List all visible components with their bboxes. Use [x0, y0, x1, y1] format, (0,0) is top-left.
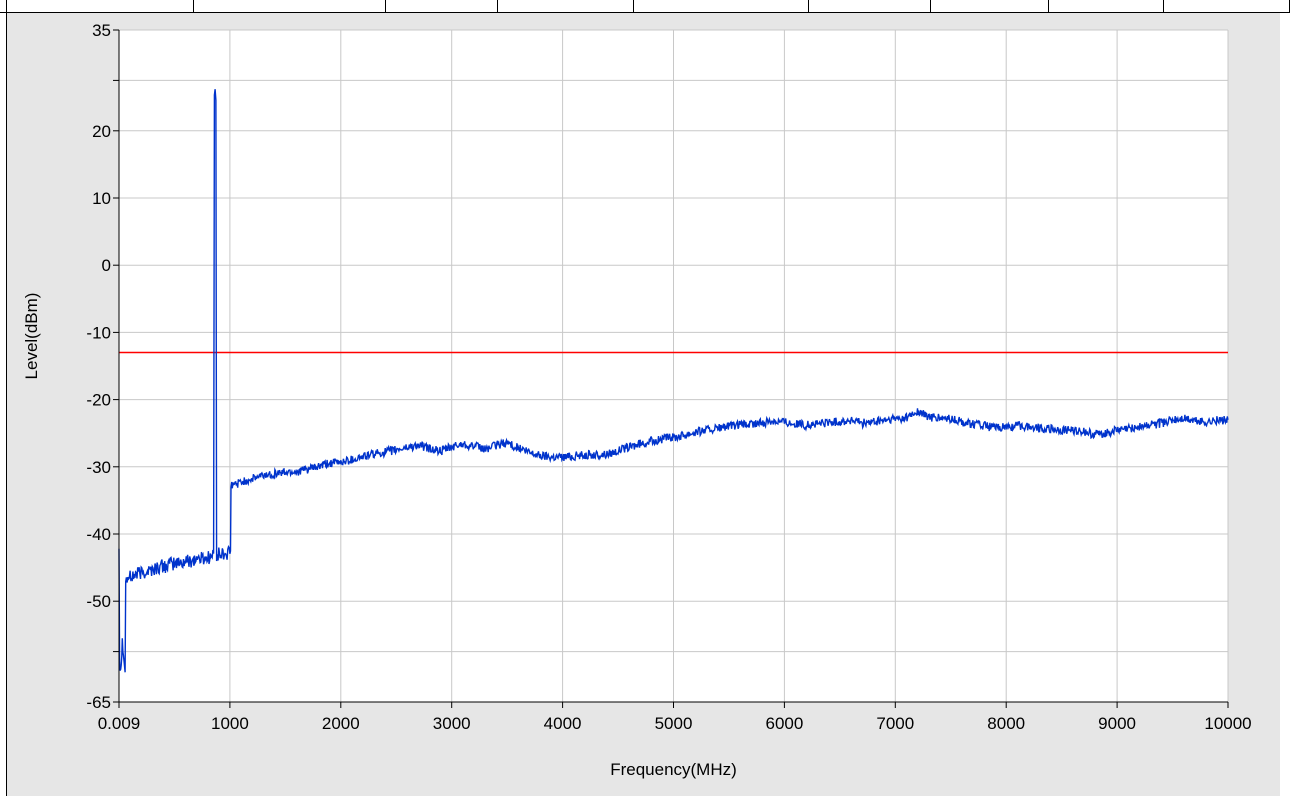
- x-axis-title: Frequency(MHz): [610, 760, 737, 779]
- y-tick-label: -10: [86, 323, 111, 342]
- x-tick-label: 2000: [322, 714, 360, 733]
- header-cell-divider: [1163, 0, 1164, 12]
- header-cell-divider: [6, 0, 7, 12]
- x-tick-label: 0.009: [98, 714, 141, 733]
- x-tick-label: 10000: [1204, 714, 1251, 733]
- x-tick-label: 6000: [765, 714, 803, 733]
- header-cell-divider: [497, 0, 498, 12]
- header-cell-divider: [633, 0, 634, 12]
- spectrum-trace: [118, 89, 1229, 673]
- y-tick-label: -50: [86, 592, 111, 611]
- header-cell-divider: [1048, 0, 1049, 12]
- x-tick-label: 7000: [876, 714, 914, 733]
- y-tick-label: -20: [86, 391, 111, 410]
- y-tick-label: -65: [86, 693, 111, 712]
- y-tick-label: -40: [86, 525, 111, 544]
- y-axis-title: Level(dBm): [22, 293, 41, 380]
- x-tick-label: 3000: [433, 714, 471, 733]
- x-tick-label: 5000: [655, 714, 693, 733]
- y-tick-label: 35: [92, 21, 111, 40]
- header-cell-divider: [930, 0, 931, 12]
- chart-panel: 0.009 1000 2000 3000 4000 5000 6000 7000 8000 900…: [6, 13, 1280, 796]
- y-tick-label: 0: [102, 256, 111, 275]
- x-tick-label: 4000: [544, 714, 582, 733]
- y-tick-label: -30: [86, 458, 111, 477]
- x-tick-label: 8000: [987, 714, 1025, 733]
- x-tick-label: 9000: [1098, 714, 1136, 733]
- y-tick-label: 10: [92, 189, 111, 208]
- header-cell-divider: [808, 0, 809, 12]
- spectrum-chart: 0.009 1000 2000 3000 4000 5000 6000 7000 8000 900…: [22, 21, 1252, 779]
- header-cell-divider: [385, 0, 386, 12]
- header-table-strip: [0, 0, 1290, 13]
- x-tick-label: 1000: [211, 714, 249, 733]
- y-tick-label: 20: [92, 122, 111, 141]
- header-cell-divider: [193, 0, 194, 12]
